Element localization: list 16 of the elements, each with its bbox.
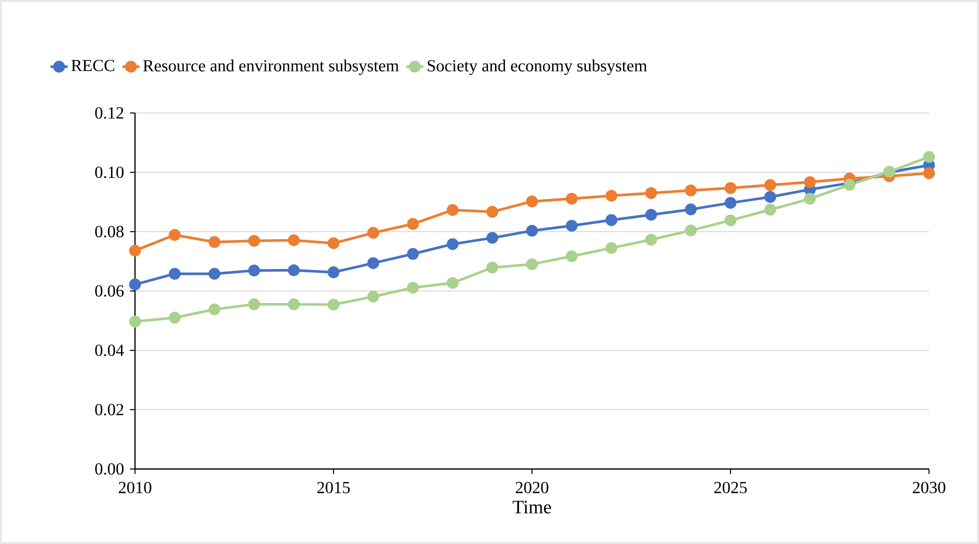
x-tick-label: 2020	[516, 482, 548, 494]
x-tick-label: 2015	[317, 482, 350, 494]
y-tick-label: 0.06	[95, 285, 124, 297]
y-tick-label: 0.12	[95, 107, 124, 119]
y-tick-label: 0.02	[95, 404, 124, 416]
y-tick-label: 0.04	[95, 344, 124, 356]
y-tick-label: 0.00	[95, 463, 124, 475]
legend-label: Resource and environment subsystem	[143, 60, 399, 75]
x-tick-label: 2025	[714, 482, 747, 494]
x-axis-title: Time	[512, 500, 552, 514]
legend-label: RECC	[71, 60, 114, 72]
legend-label: Society and economy subsystem	[428, 60, 647, 75]
x-tick-label: 2030	[912, 482, 946, 494]
y-tick-label: 0.10	[95, 166, 124, 178]
x-tick-label: 2010	[118, 482, 152, 494]
y-tick-label: 0.08	[95, 226, 124, 238]
